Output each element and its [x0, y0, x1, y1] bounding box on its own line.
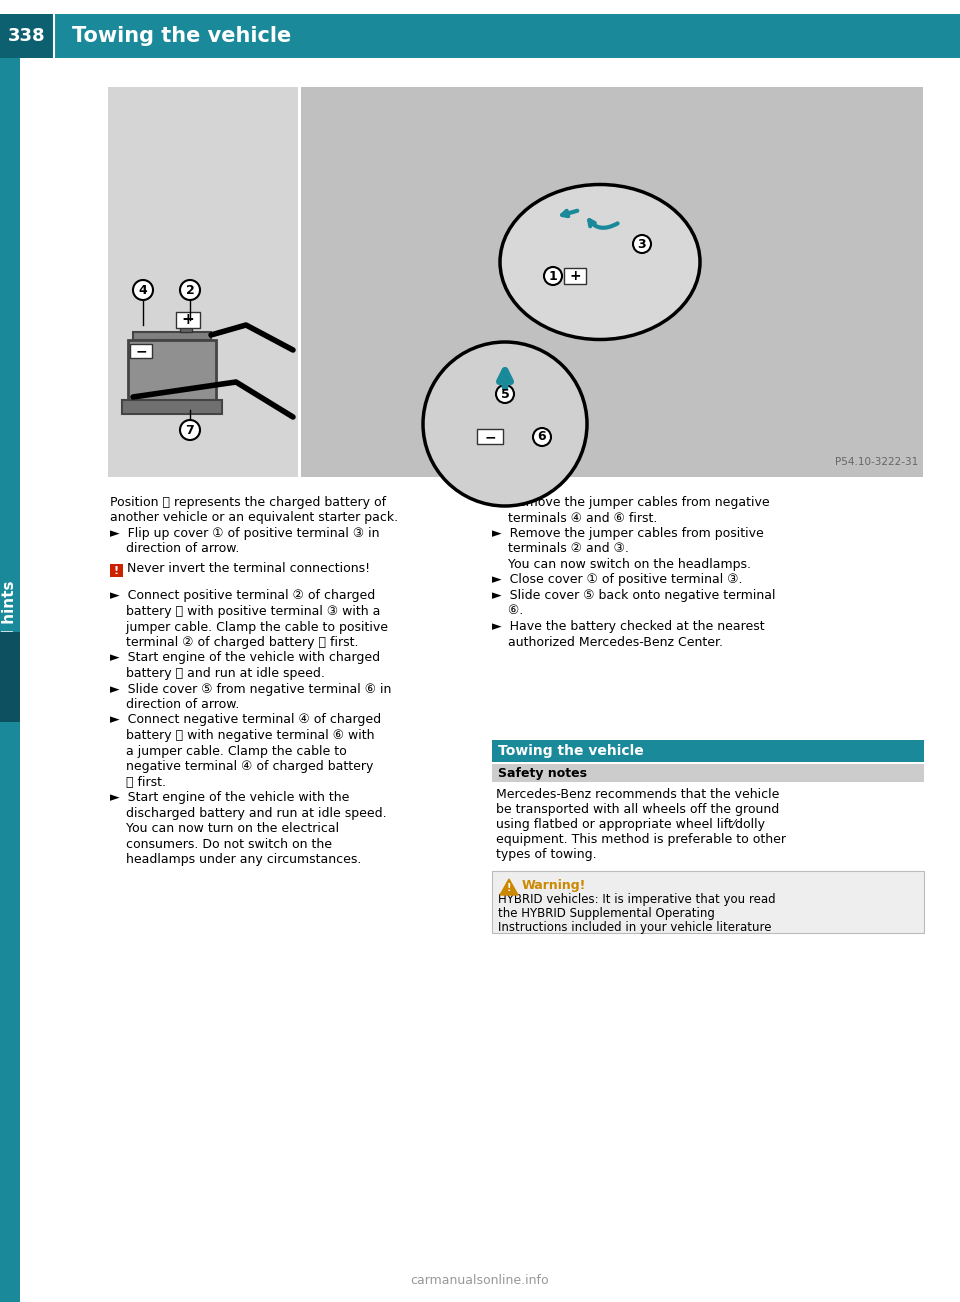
Text: Position ⓦ represents the charged battery of: Position ⓦ represents the charged batter…: [110, 496, 386, 509]
Text: negative terminal ④ of charged battery: negative terminal ④ of charged battery: [110, 760, 373, 773]
Text: direction of arrow.: direction of arrow.: [110, 543, 239, 556]
Polygon shape: [500, 879, 518, 894]
Text: jumper cable. Clamp the cable to positive: jumper cable. Clamp the cable to positiv…: [110, 621, 388, 634]
Text: 4: 4: [138, 284, 148, 297]
Text: battery ⓦ and run at idle speed.: battery ⓦ and run at idle speed.: [110, 667, 324, 680]
Bar: [0, 59, 20, 1302]
Circle shape: [180, 421, 200, 440]
Text: ►  Remove the jumper cables from positive: ► Remove the jumper cables from positive: [492, 527, 764, 540]
Circle shape: [633, 234, 651, 253]
Bar: [564, 268, 586, 284]
Text: !: !: [114, 565, 119, 575]
Text: equipment. This method is preferable to other: equipment. This method is preferable to …: [496, 833, 786, 846]
Text: carmanualsonline.info: carmanualsonline.info: [411, 1273, 549, 1286]
Text: Warning!: Warning!: [522, 879, 587, 892]
Text: You can now switch on the headlamps.: You can now switch on the headlamps.: [492, 559, 751, 572]
Ellipse shape: [500, 185, 700, 340]
Text: 338: 338: [9, 27, 46, 46]
Text: Practical hints: Practical hints: [3, 581, 17, 704]
Circle shape: [533, 428, 551, 447]
Text: headlamps under any circumstances.: headlamps under any circumstances.: [110, 853, 361, 866]
Bar: [0, 14, 54, 59]
Text: be transported with all wheels off the ground: be transported with all wheels off the g…: [496, 803, 780, 816]
Text: ►  Slide cover ⑤ back onto negative terminal: ► Slide cover ⑤ back onto negative termi…: [492, 589, 776, 602]
Text: discharged battery and run at idle speed.: discharged battery and run at idle speed…: [110, 806, 387, 819]
Bar: [301, 87, 923, 477]
Text: a jumper cable. Clamp the cable to: a jumper cable. Clamp the cable to: [110, 745, 347, 758]
Text: another vehicle or an equivalent starter pack.: another vehicle or an equivalent starter…: [110, 512, 398, 525]
Text: 3: 3: [637, 237, 646, 250]
Bar: [492, 740, 924, 762]
Text: 1: 1: [548, 270, 558, 283]
Text: ►  Start engine of the vehicle with charged: ► Start engine of the vehicle with charg…: [110, 651, 380, 664]
Text: 5: 5: [500, 388, 510, 401]
Text: terminals ② and ③.: terminals ② and ③.: [492, 543, 629, 556]
Text: Instructions included in your vehicle literature: Instructions included in your vehicle li…: [498, 921, 772, 934]
Bar: [122, 400, 222, 414]
Text: −: −: [484, 430, 495, 444]
Text: !: !: [507, 883, 512, 893]
Circle shape: [423, 342, 587, 506]
Text: Towing the vehicle: Towing the vehicle: [498, 743, 644, 758]
Bar: [176, 312, 200, 328]
Text: authorized Mercedes-Benz Center.: authorized Mercedes-Benz Center.: [492, 635, 723, 648]
Text: direction of arrow.: direction of arrow.: [110, 698, 239, 711]
Text: ⓦ first.: ⓦ first.: [110, 776, 166, 789]
Text: +: +: [569, 270, 581, 283]
Bar: [298, 87, 301, 477]
Text: 7: 7: [185, 423, 194, 436]
Text: 6: 6: [538, 431, 546, 444]
Text: types of towing.: types of towing.: [496, 848, 596, 861]
Bar: [110, 564, 123, 577]
Circle shape: [544, 267, 562, 285]
Circle shape: [133, 280, 153, 299]
Text: terminal ② of charged battery ⓦ first.: terminal ② of charged battery ⓦ first.: [110, 635, 358, 648]
Bar: [0, 14, 960, 59]
Bar: [492, 764, 924, 783]
Text: ►  Remove the jumper cables from negative: ► Remove the jumper cables from negative: [492, 496, 770, 509]
Text: ►  Have the battery checked at the nearest: ► Have the battery checked at the neares…: [492, 620, 764, 633]
Text: +: +: [181, 312, 194, 328]
Bar: [492, 871, 924, 934]
Text: Safety notes: Safety notes: [498, 767, 587, 780]
Bar: [130, 344, 152, 358]
Text: ►  Close cover ① of positive terminal ③.: ► Close cover ① of positive terminal ③.: [492, 573, 742, 586]
Bar: [477, 428, 503, 444]
Text: ►  Connect negative terminal ④ of charged: ► Connect negative terminal ④ of charged: [110, 713, 381, 727]
Bar: [108, 87, 923, 477]
Text: ►  Flip up cover ① of positive terminal ③ in: ► Flip up cover ① of positive terminal ③…: [110, 527, 379, 540]
Text: −: −: [135, 344, 147, 358]
Text: Towing the vehicle: Towing the vehicle: [72, 26, 291, 46]
Text: consumers. Do not switch on the: consumers. Do not switch on the: [110, 837, 332, 850]
Bar: [0, 631, 20, 723]
Bar: [128, 340, 216, 402]
Text: using flatbed or appropriate wheel lift⁄dolly: using flatbed or appropriate wheel lift⁄…: [496, 818, 765, 831]
Text: battery ⓦ with positive terminal ③ with a: battery ⓦ with positive terminal ③ with …: [110, 605, 380, 618]
Text: Never invert the terminal connections!: Never invert the terminal connections!: [127, 561, 371, 574]
Text: ⑥.: ⑥.: [492, 604, 523, 617]
Text: HYBRID vehicles: It is imperative that you read: HYBRID vehicles: It is imperative that y…: [498, 893, 776, 906]
Text: terminals ④ and ⑥ first.: terminals ④ and ⑥ first.: [492, 512, 658, 525]
Bar: [133, 332, 211, 340]
Text: Mercedes-Benz recommends that the vehicle: Mercedes-Benz recommends that the vehicl…: [496, 788, 780, 801]
Text: ►  Start engine of the vehicle with the: ► Start engine of the vehicle with the: [110, 792, 349, 805]
Circle shape: [180, 280, 200, 299]
Text: You can now turn on the electrical: You can now turn on the electrical: [110, 822, 339, 835]
Text: 2: 2: [185, 284, 194, 297]
Text: P54.10-3222-31: P54.10-3222-31: [835, 457, 918, 467]
Bar: [180, 322, 192, 332]
Text: ►  Slide cover ⑤ from negative terminal ⑥ in: ► Slide cover ⑤ from negative terminal ⑥…: [110, 682, 392, 695]
Text: ►  Connect positive terminal ② of charged: ► Connect positive terminal ② of charged: [110, 590, 375, 603]
Text: battery ⓦ with negative terminal ⑥ with: battery ⓦ with negative terminal ⑥ with: [110, 729, 374, 742]
Text: the HYBRID Supplemental Operating: the HYBRID Supplemental Operating: [498, 907, 715, 921]
Circle shape: [496, 385, 514, 404]
Bar: [108, 87, 298, 477]
